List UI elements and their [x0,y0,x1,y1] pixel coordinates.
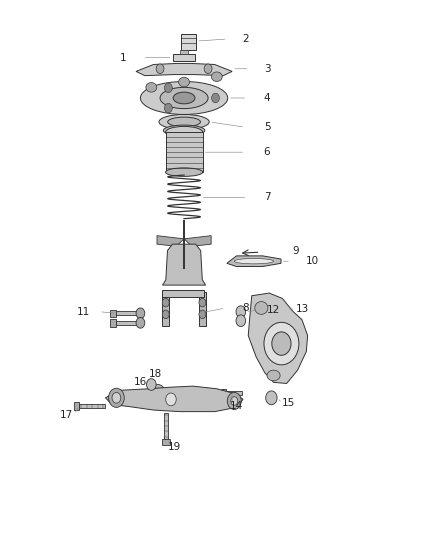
Bar [162,439,170,445]
Polygon shape [157,236,184,246]
Ellipse shape [179,77,190,87]
Circle shape [272,332,291,356]
Circle shape [236,306,246,318]
Ellipse shape [173,92,195,104]
Circle shape [136,318,145,328]
Text: 19: 19 [168,442,181,452]
Text: 4: 4 [264,93,270,103]
Circle shape [150,384,166,403]
Bar [110,319,117,327]
Ellipse shape [159,115,209,130]
Bar [199,292,206,326]
Circle shape [109,388,124,407]
Text: 5: 5 [264,122,270,132]
Bar [163,413,168,439]
Text: 1: 1 [120,53,126,62]
Polygon shape [162,244,205,285]
Polygon shape [136,63,232,76]
Circle shape [264,322,299,365]
Text: 8: 8 [242,303,248,313]
Ellipse shape [255,302,268,314]
Text: 13: 13 [295,304,309,314]
Circle shape [231,397,238,405]
Circle shape [266,391,277,405]
Bar [162,290,204,297]
Text: 15: 15 [282,398,296,408]
Ellipse shape [141,82,228,115]
Bar [117,311,138,316]
Circle shape [112,392,121,403]
Circle shape [156,64,164,74]
Circle shape [212,93,219,103]
Polygon shape [227,256,281,266]
Circle shape [164,83,172,93]
Polygon shape [106,386,243,411]
Text: 17: 17 [60,410,73,421]
Text: 2: 2 [242,34,248,44]
Ellipse shape [146,83,157,92]
Ellipse shape [212,72,222,82]
Ellipse shape [234,259,274,264]
Ellipse shape [160,87,208,109]
Bar [226,391,242,394]
Bar [117,321,138,325]
Circle shape [204,64,212,74]
Ellipse shape [168,117,201,127]
Circle shape [236,315,246,327]
Bar [221,389,226,397]
Bar [173,54,195,61]
Circle shape [199,310,206,319]
Bar [180,34,196,50]
Ellipse shape [163,125,205,136]
Bar [110,310,117,317]
Text: 10: 10 [306,256,319,266]
Text: 11: 11 [77,306,90,317]
Circle shape [199,298,206,307]
Text: 14: 14 [230,401,243,411]
Bar [79,403,106,408]
Ellipse shape [166,126,203,138]
Text: 16: 16 [134,377,147,387]
Bar [74,401,79,410]
Ellipse shape [166,168,203,176]
Text: 6: 6 [264,147,270,157]
Text: 7: 7 [264,192,270,203]
Ellipse shape [267,370,280,381]
Text: 3: 3 [264,64,270,74]
Circle shape [162,310,169,319]
Bar [162,292,169,326]
Bar [180,50,188,54]
Text: 9: 9 [292,246,299,255]
Bar [166,132,203,172]
Text: 12: 12 [267,305,280,315]
Circle shape [227,392,241,409]
Circle shape [164,103,172,113]
Circle shape [166,393,176,406]
Circle shape [154,389,162,399]
Text: 18: 18 [149,369,162,379]
Circle shape [147,378,156,390]
Polygon shape [184,236,211,246]
Circle shape [136,308,145,319]
Polygon shape [248,293,307,383]
Circle shape [162,298,169,307]
